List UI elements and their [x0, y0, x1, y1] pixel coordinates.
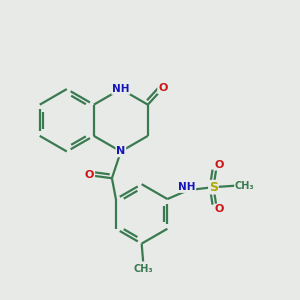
Text: O: O [215, 160, 224, 170]
Text: O: O [85, 170, 94, 180]
Text: O: O [158, 83, 167, 93]
Text: S: S [209, 181, 218, 194]
Text: CH₃: CH₃ [235, 181, 254, 191]
Text: NH: NH [178, 182, 195, 192]
Text: O: O [215, 204, 224, 214]
Text: NH: NH [112, 84, 130, 94]
Text: CH₃: CH₃ [133, 264, 153, 274]
Text: N: N [116, 146, 125, 157]
